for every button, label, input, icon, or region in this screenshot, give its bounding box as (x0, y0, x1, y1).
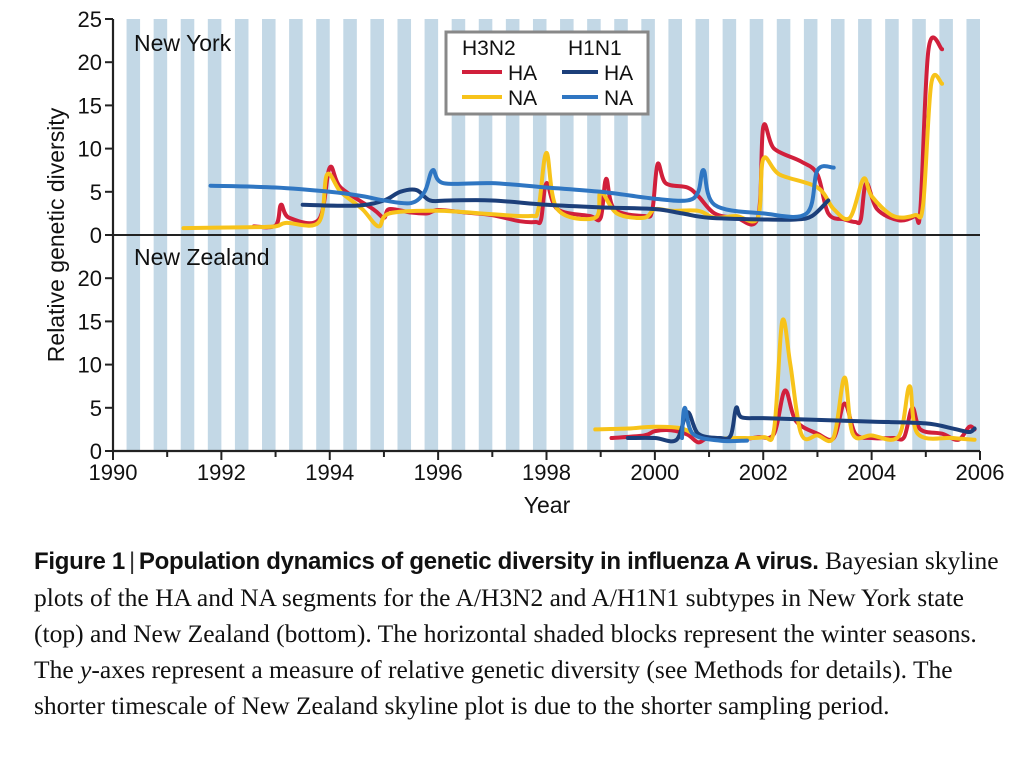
y-axis-new-zealand: 0 5 10 15 20 (78, 266, 113, 464)
x-axis-title: Year (524, 492, 571, 518)
x-tick-label: 1994 (305, 460, 354, 485)
panel-label-new-zealand: New Zealand (134, 244, 270, 270)
y-tick-label: 0 (90, 439, 102, 464)
winter-block (234, 235, 249, 451)
winter-block (912, 235, 926, 451)
winter-block (289, 19, 303, 235)
winter-block (614, 235, 628, 451)
y-tick-label: 5 (90, 180, 102, 205)
winter-block (343, 235, 357, 451)
x-tick-label: 1996 (414, 460, 463, 485)
legend-label-h3n2-ha: HA (508, 62, 537, 85)
x-axis: 1990 1992 1994 1996 1998 2000 2002 2004 2006 (89, 451, 1005, 485)
series-line-h1n1-na (208, 164, 836, 219)
winter-block (234, 19, 249, 235)
winter-block (722, 235, 737, 451)
y-tick-label: 15 (78, 93, 102, 118)
x-tick-label: 1992 (197, 460, 246, 485)
winter-block (749, 235, 764, 451)
winter-block (343, 19, 357, 235)
winter-block (262, 235, 276, 451)
winter-block (803, 235, 818, 451)
legend-label-h1n1-ha: HA (604, 62, 633, 85)
winter-block (397, 235, 412, 451)
winter-block (153, 19, 168, 235)
caption-body-part-2: -axes represent a measure of relative ge… (34, 655, 953, 720)
skyline-figure: 0 5 10 15 20 25 0 5 10 15 20 1990 1992 1994 1996 1998… (43, 7, 1005, 518)
x-tick-label: 2000 (630, 460, 679, 485)
winter-block (207, 235, 222, 451)
caption-body-y: y (80, 655, 92, 684)
winter-block (830, 19, 845, 235)
winter-block (939, 19, 953, 235)
winter-block (180, 235, 195, 451)
winter-block (207, 19, 222, 235)
winter-block (126, 19, 141, 235)
caption-title-text: Population dynamics of genetic diversity… (138, 548, 819, 575)
legend-group-h3n2: H3N2 (462, 37, 516, 60)
winter-block (505, 235, 520, 451)
winter-shading-new-york (126, 19, 980, 235)
winter-block (451, 235, 466, 451)
winter-block (370, 19, 384, 235)
series-new-york (181, 35, 945, 231)
winter-block (560, 235, 574, 451)
winter-block (424, 235, 439, 451)
y-axis-title: Relative genetic diversity (43, 107, 69, 362)
winter-block (966, 19, 980, 235)
y-tick-label: 10 (78, 137, 102, 162)
winter-block (695, 235, 710, 451)
y-tick-label: 5 (90, 396, 102, 421)
x-tick-label: 1998 (522, 460, 571, 485)
winter-block (722, 19, 737, 235)
winter-block (370, 235, 384, 451)
winter-block (966, 235, 980, 451)
y-tick-label: 10 (78, 353, 102, 378)
caption-body-part-1: Bayesian skyline plots of the HA and NA … (34, 546, 999, 684)
series-line-h1n1-ha (300, 187, 831, 222)
x-tick-label: 1990 (89, 460, 138, 485)
x-tick-label: 2004 (847, 460, 896, 485)
y-axis-new-york: 0 5 10 15 20 25 (78, 7, 113, 248)
winter-block (885, 235, 899, 451)
winter-block (885, 19, 899, 235)
winter-block (180, 19, 195, 235)
caption-separator: | (128, 548, 135, 575)
legend-label-h1n1-na: NA (604, 87, 633, 110)
legend-group-h1n1: H1N1 (568, 37, 622, 60)
y-tick-label: 20 (78, 266, 102, 291)
winter-block (126, 235, 141, 451)
x-tick-label: 2002 (739, 460, 788, 485)
winter-block (939, 235, 953, 451)
winter-block (478, 235, 493, 451)
caption-body: Bayesian skyline plots of the HA and NA … (34, 546, 999, 720)
y-tick-label: 20 (78, 50, 102, 75)
winter-block (289, 235, 303, 451)
series-new-zealand (593, 317, 977, 445)
caption-figure-number: Figure 1 (34, 548, 125, 575)
y-tick-label: 25 (78, 7, 102, 32)
panel-label-new-york: New York (134, 30, 232, 56)
winter-block (316, 235, 330, 451)
winter-block (587, 235, 601, 451)
series-line-h1n1-na (679, 405, 749, 444)
winter-block (262, 19, 276, 235)
winter-block (776, 19, 791, 235)
y-tick-label: 15 (78, 309, 102, 334)
caption-title: Figure 1 | Population dynamics of genetic … (34, 548, 819, 575)
winter-block (858, 235, 872, 451)
x-tick-label: 2006 (956, 460, 1005, 485)
figure-caption: Figure 1 | Population dynamics of genetic … (34, 543, 1019, 724)
winter-block (668, 19, 682, 235)
winter-block (668, 235, 682, 451)
winter-block (641, 235, 655, 451)
legend: H3N2 H1N1 HA NA HA NA (444, 30, 650, 116)
y-tick-label: 0 (90, 223, 102, 248)
winter-block (153, 235, 168, 451)
winter-block (397, 19, 412, 235)
legend-label-h3n2-na: NA (508, 87, 537, 110)
winter-block (532, 235, 547, 451)
